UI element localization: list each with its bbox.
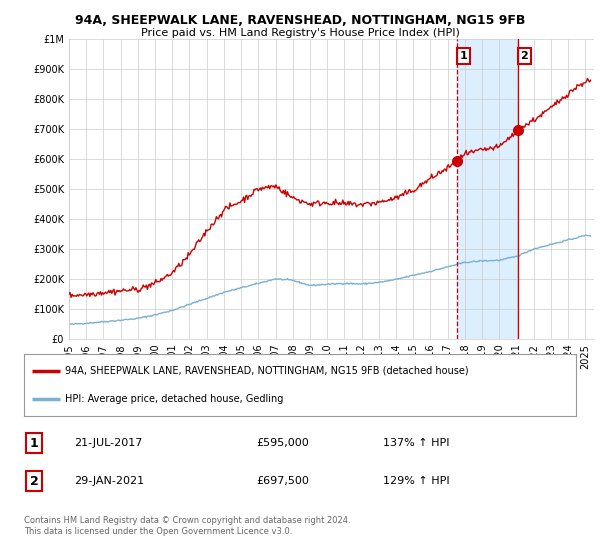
Bar — [457, 39, 518, 339]
Text: 2: 2 — [521, 51, 528, 61]
Text: £697,500: £697,500 — [256, 477, 309, 487]
Text: 1: 1 — [29, 437, 38, 450]
Text: 137% ↑ HPI: 137% ↑ HPI — [383, 438, 449, 449]
Text: HPI: Average price, detached house, Gedling: HPI: Average price, detached house, Gedl… — [65, 394, 284, 404]
Text: 21-JUL-2017: 21-JUL-2017 — [74, 438, 142, 449]
Text: £595,000: £595,000 — [256, 438, 308, 449]
Text: 94A, SHEEPWALK LANE, RAVENSHEAD, NOTTINGHAM, NG15 9FB: 94A, SHEEPWALK LANE, RAVENSHEAD, NOTTING… — [75, 14, 525, 27]
Text: 129% ↑ HPI: 129% ↑ HPI — [383, 477, 449, 487]
Text: 2: 2 — [29, 475, 38, 488]
Text: 1: 1 — [460, 51, 467, 61]
Text: Price paid vs. HM Land Registry's House Price Index (HPI): Price paid vs. HM Land Registry's House … — [140, 28, 460, 38]
Text: 29-JAN-2021: 29-JAN-2021 — [74, 477, 144, 487]
Text: 94A, SHEEPWALK LANE, RAVENSHEAD, NOTTINGHAM, NG15 9FB (detached house): 94A, SHEEPWALK LANE, RAVENSHEAD, NOTTING… — [65, 366, 469, 376]
Text: Contains HM Land Registry data © Crown copyright and database right 2024.
This d: Contains HM Land Registry data © Crown c… — [24, 516, 350, 536]
